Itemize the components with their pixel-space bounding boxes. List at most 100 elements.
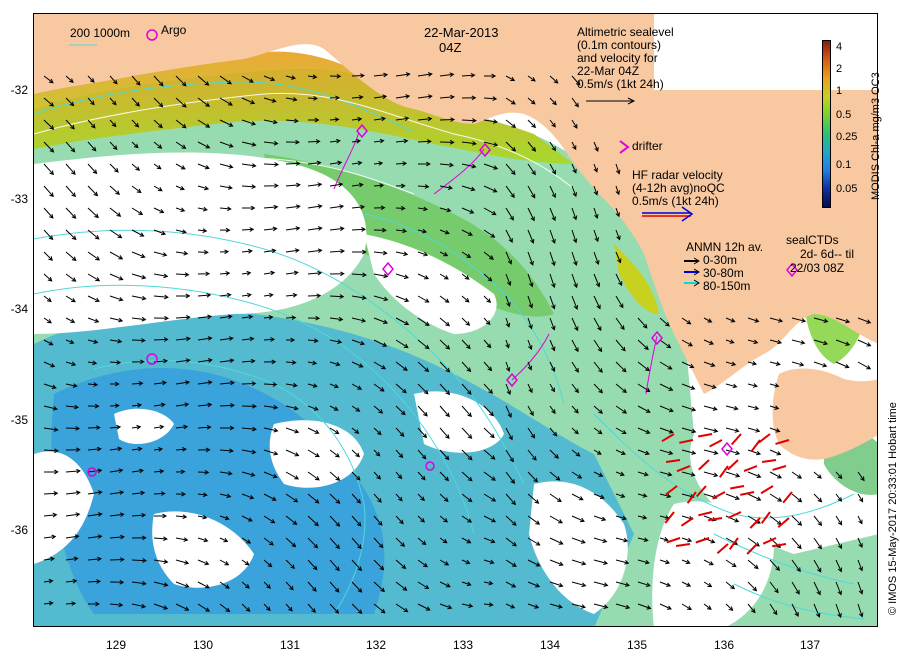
velocity-arrow	[615, 251, 622, 264]
velocity-arrow	[241, 493, 255, 500]
ocean-map-canvas[interactable]	[34, 14, 878, 627]
hf-radar-arrow	[708, 517, 723, 522]
velocity-arrow	[65, 601, 77, 606]
argo-float-marker	[425, 461, 435, 471]
velocity-arrow	[395, 581, 408, 591]
velocity-arrow	[593, 207, 599, 219]
velocity-arrow	[703, 449, 719, 455]
velocity-arrow	[615, 229, 621, 241]
velocity-arrow	[593, 449, 602, 455]
velocity-arrow	[286, 337, 296, 343]
velocity-arrow	[307, 139, 321, 144]
velocity-arrow	[219, 515, 230, 521]
velocity-arrow	[527, 251, 534, 266]
velocity-arrow	[703, 405, 718, 411]
velocity-arrow	[593, 471, 604, 477]
velocity-arrow	[857, 339, 872, 347]
velocity-arrow	[527, 493, 540, 504]
velocity-arrow	[417, 184, 430, 189]
velocity-arrow	[307, 293, 322, 299]
velocity-arrow	[549, 471, 561, 481]
velocity-arrow	[329, 471, 341, 481]
velocity-arrow	[219, 537, 229, 543]
velocity-arrow	[615, 515, 628, 521]
velocity-arrow	[659, 537, 669, 542]
velocity-arrow	[637, 405, 651, 413]
velocity-arrow	[813, 361, 828, 368]
y-tick-label: -34	[10, 302, 28, 316]
velocity-arrow	[197, 119, 211, 128]
velocity-arrow	[131, 273, 147, 280]
velocity-arrow	[88, 601, 100, 607]
velocity-arrow	[505, 493, 516, 506]
velocity-arrow	[241, 426, 257, 432]
velocity-arrow	[65, 207, 77, 219]
colorbar-tick-label: 0.5	[836, 109, 852, 121]
velocity-arrow	[219, 185, 233, 190]
velocity-arrow	[461, 405, 472, 418]
velocity-arrow	[43, 491, 59, 496]
velocity-arrow	[241, 559, 250, 566]
velocity-arrow	[131, 119, 140, 128]
velocity-arrow	[659, 383, 674, 391]
hf-radar-arrow	[761, 459, 777, 463]
velocity-arrow	[593, 295, 601, 310]
velocity-arrow	[571, 493, 584, 501]
velocity-arrow	[835, 537, 842, 550]
velocity-arrow	[307, 471, 320, 481]
velocity-arrow	[65, 556, 79, 562]
velocity-arrow	[175, 97, 187, 108]
velocity-arrow	[175, 75, 187, 87]
velocity-arrow	[395, 405, 406, 416]
land-mass	[34, 14, 877, 460]
velocity-arrow	[417, 206, 429, 212]
velocity-arrow	[373, 250, 388, 256]
velocity-arrow	[439, 317, 451, 327]
velocity-arrow	[351, 227, 367, 232]
velocity-arrow	[681, 339, 693, 347]
velocity-arrow	[615, 339, 626, 352]
argo-legend-label: Argo	[161, 23, 187, 37]
velocity-arrow	[263, 292, 274, 298]
velocity-arrow	[131, 75, 141, 86]
velocity-arrow	[571, 317, 579, 332]
velocity-arrow	[43, 163, 54, 176]
velocity-arrow	[285, 75, 296, 80]
velocity-arrow	[307, 449, 320, 458]
velocity-arrow	[769, 361, 781, 366]
velocity-arrow	[87, 446, 102, 452]
velocity-arrow	[505, 141, 517, 152]
velocity-arrow	[175, 380, 191, 385]
anmn-legend: ANMN 12h av. 0-30m 30-80m 80-150m	[686, 241, 763, 293]
velocity-arrow	[439, 493, 449, 503]
colorbar-tick-label: 0.25	[836, 131, 858, 143]
velocity-arrow	[571, 207, 578, 221]
map-panel[interactable]: 22-Mar-2013 04Z 200 1000m Argo Altimetri…	[33, 13, 878, 627]
velocity-arrow	[351, 295, 367, 300]
velocity-arrow	[153, 469, 165, 474]
velocity-arrow	[417, 515, 425, 523]
velocity-arrow	[527, 449, 537, 461]
velocity-arrow	[483, 580, 494, 586]
velocity-arrow	[527, 295, 534, 309]
velocity-arrow	[571, 515, 585, 523]
velocity-arrow	[219, 358, 235, 363]
velocity-arrow	[703, 471, 719, 478]
hf-radar-arrow	[695, 485, 707, 498]
velocity-arrow	[131, 229, 145, 237]
velocity-arrow	[153, 603, 169, 610]
velocity-arrow	[505, 449, 514, 463]
velocity-arrow	[593, 339, 603, 353]
velocity-arrow	[681, 361, 695, 369]
velocity-arrow	[307, 182, 323, 187]
velocity-arrow	[417, 405, 428, 417]
velocity-arrow	[351, 449, 360, 458]
velocity-arrow	[527, 273, 534, 288]
velocity-arrow	[571, 75, 581, 86]
velocity-arrow	[285, 226, 301, 231]
velocity-arrow	[439, 139, 455, 145]
velocity-arrow	[461, 493, 473, 503]
velocity-arrow	[659, 339, 672, 349]
velocity-arrow	[219, 206, 232, 212]
velocity-arrow	[241, 119, 257, 126]
